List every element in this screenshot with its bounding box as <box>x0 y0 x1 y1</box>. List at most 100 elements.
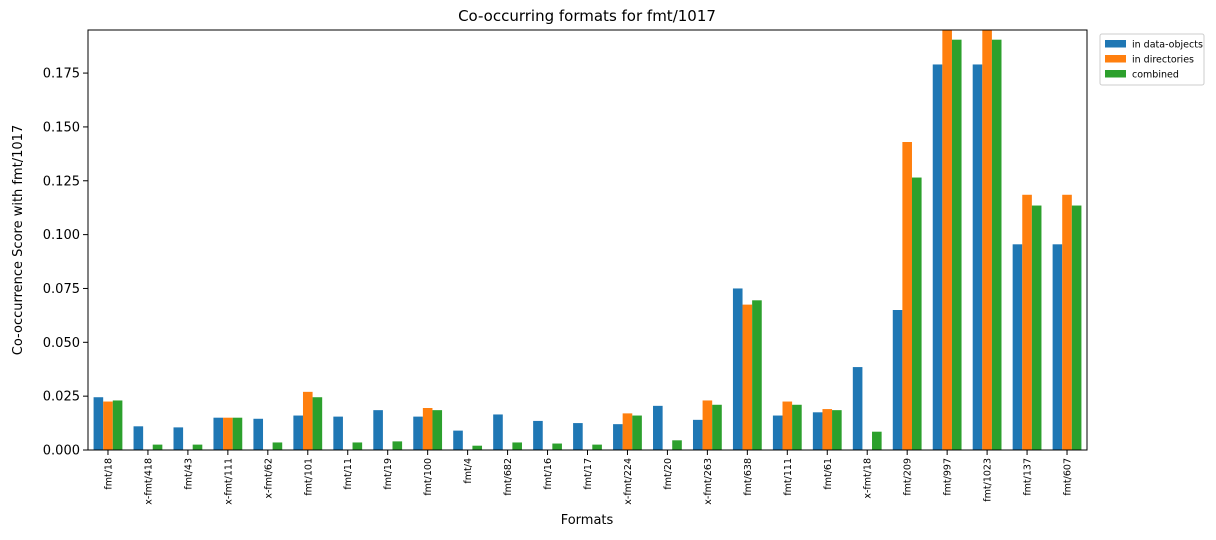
bar-combined-fmt-11 <box>352 442 363 450</box>
x-tick-label: fmt/638 <box>743 458 754 496</box>
x-tick-label: fmt/137 <box>1023 458 1034 496</box>
x-tick-label: fmt/101 <box>303 458 314 496</box>
bar-combined-fmt-43 <box>192 444 203 450</box>
bar-in-directories-fmt-18 <box>103 401 113 450</box>
legend: in data-objects in directories combined <box>1099 33 1205 86</box>
bar-in-data-objects-fmt-137 <box>1012 244 1023 450</box>
y-tick-label: 0.050 <box>43 336 80 351</box>
bar-in-directories-fmt-607 <box>1062 194 1072 450</box>
bar-combined-x-fmt-418 <box>152 444 163 450</box>
x-tick-label: fmt/19 <box>383 458 394 490</box>
x-tick-label: fmt/997 <box>943 458 954 496</box>
bar-combined-fmt-16 <box>552 443 562 450</box>
x-tick-label: fmt/1023 <box>983 458 994 502</box>
legend-entry-label: in directories <box>1132 55 1194 66</box>
bar-combined-fmt-100 <box>432 410 443 450</box>
legend-swatch <box>1105 40 1126 48</box>
legend-swatch <box>1105 70 1126 78</box>
bar-combined-fmt-607 <box>1071 205 1082 450</box>
bar-in-data-objects-fmt-43 <box>173 427 184 450</box>
bars-layer <box>93 30 1082 451</box>
bar-in-directories-x-fmt-224 <box>622 413 633 450</box>
bar-in-data-objects-fmt-17 <box>573 423 583 450</box>
bar-combined-x-fmt-62 <box>272 442 283 450</box>
y-axis-label: Co-occurrence Score with fmt/1017 <box>11 125 26 355</box>
x-tick-label: x-fmt/263 <box>703 458 714 505</box>
x-tick-label: x-fmt/224 <box>623 458 634 505</box>
bar-combined-fmt-997 <box>951 39 962 450</box>
x-tick-label: fmt/16 <box>543 458 554 490</box>
bar-combined-fmt-1023 <box>991 39 1002 450</box>
axes-layer: 0.000 0.025 0.050 0.075 0.100 0.125 0.150 0.175… <box>43 29 1088 505</box>
x-tick-label: fmt/209 <box>903 458 914 496</box>
x-tick-label: fmt/100 <box>423 458 434 496</box>
y-tick-label: 0.100 <box>43 228 80 243</box>
bar-in-directories-fmt-101 <box>302 391 313 450</box>
bar-in-data-objects-x-fmt-263 <box>692 419 703 450</box>
y-tick-label: 0.025 <box>43 390 80 405</box>
bar-in-data-objects-fmt-682 <box>493 414 503 450</box>
x-tick-label: fmt/43 <box>183 458 194 490</box>
x-tick-label: fmt/682 <box>503 458 514 496</box>
x-tick-label: fmt/4 <box>463 458 474 484</box>
bar-in-data-objects-fmt-1023 <box>972 64 983 450</box>
x-tick-label: fmt/17 <box>583 458 594 490</box>
bar-in-data-objects-fmt-638 <box>732 288 743 450</box>
bar-combined-x-fmt-224 <box>632 415 642 450</box>
bar-in-directories-x-fmt-111 <box>223 417 233 450</box>
y-tick-label: 0.150 <box>43 120 80 135</box>
x-tick-label: fmt/18 <box>103 458 114 490</box>
y-tick-label: 0.000 <box>43 444 80 459</box>
bar-in-data-objects-x-fmt-111 <box>213 417 224 450</box>
bar-in-data-objects-x-fmt-418 <box>133 426 144 450</box>
legend-entry-label: in data-objects <box>1132 40 1203 51</box>
bar-combined-fmt-137 <box>1031 205 1042 450</box>
bar-in-data-objects-x-fmt-224 <box>613 424 623 450</box>
bar-combined-fmt-17 <box>592 444 602 450</box>
bar-combined-fmt-638 <box>752 300 762 450</box>
x-tick-label: x-fmt/418 <box>143 458 154 505</box>
bar-in-directories-fmt-111 <box>782 401 793 450</box>
bar-combined-fmt-19 <box>392 441 403 450</box>
bar-in-data-objects-fmt-101 <box>293 415 303 450</box>
bar-combined-fmt-18 <box>112 400 123 450</box>
bar-combined-x-fmt-18 <box>872 431 882 450</box>
bar-in-data-objects-fmt-997 <box>932 64 943 450</box>
chart-title: Co-occurring formats for fmt/1017 <box>458 7 716 25</box>
bar-combined-fmt-682 <box>512 442 522 450</box>
bar-in-data-objects-fmt-100 <box>413 416 423 450</box>
x-axis-label: Formats <box>561 513 614 528</box>
bar-in-data-objects-fmt-16 <box>533 420 543 450</box>
bar-in-data-objects-fmt-20 <box>653 405 663 450</box>
y-tick-label: 0.175 <box>43 67 80 82</box>
bar-in-directories-fmt-997 <box>942 30 952 450</box>
bar-combined-fmt-61 <box>832 410 842 450</box>
y-tick-label: 0.125 <box>43 174 80 189</box>
x-tick-label: fmt/111 <box>783 458 794 496</box>
bar-in-directories-x-fmt-263 <box>702 400 713 450</box>
bar-in-data-objects-x-fmt-62 <box>253 418 264 450</box>
bar-in-data-objects-fmt-19 <box>373 410 383 450</box>
x-tick-label: x-fmt/111 <box>223 458 234 505</box>
bar-in-data-objects-fmt-11 <box>333 416 343 450</box>
bar-in-data-objects-x-fmt-18 <box>852 367 863 450</box>
bar-in-data-objects-fmt-607 <box>1052 244 1063 450</box>
bar-in-data-objects-fmt-18 <box>93 397 104 450</box>
bar-in-directories-fmt-638 <box>742 304 753 450</box>
bar-combined-fmt-4 <box>472 445 483 450</box>
y-tick-label: 0.075 <box>43 282 80 297</box>
bar-in-data-objects-fmt-111 <box>772 415 783 450</box>
bar-combined-fmt-209 <box>911 177 922 451</box>
x-tick-label: fmt/20 <box>663 458 674 490</box>
bar-in-directories-fmt-100 <box>422 408 433 450</box>
x-tick-label: x-fmt/62 <box>263 458 274 499</box>
bar-combined-x-fmt-111 <box>232 417 243 450</box>
bar-in-directories-fmt-209 <box>902 142 912 450</box>
legend-swatch <box>1105 55 1126 63</box>
bar-in-data-objects-fmt-209 <box>892 310 903 450</box>
x-tick-label: fmt/61 <box>823 458 834 490</box>
bar-combined-fmt-101 <box>312 397 323 450</box>
bar-in-data-objects-fmt-4 <box>453 430 463 450</box>
